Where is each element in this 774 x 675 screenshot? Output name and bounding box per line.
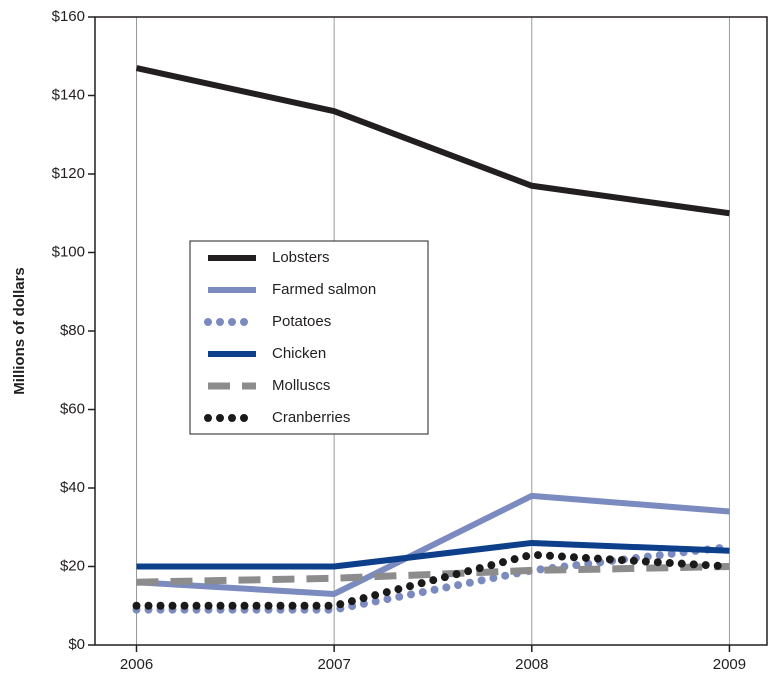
legend-label: Potatoes: [272, 313, 331, 330]
series-line: [136, 563, 730, 586]
y-tick-label: $160: [52, 8, 85, 25]
y-tick-label: $120: [52, 165, 85, 182]
legend-label: Farmed salmon: [272, 281, 376, 298]
y-tick-label: $40: [60, 479, 85, 496]
x-tick-label: 2006: [120, 656, 153, 673]
legend-label: Lobsters: [272, 249, 330, 266]
legend-label: Cranberries: [272, 409, 350, 426]
series-line: [132, 542, 734, 614]
y-tick-label: $80: [60, 322, 85, 339]
legend-label: Molluscs: [272, 377, 330, 394]
y-axis-label: Millions of dollars: [11, 267, 28, 395]
series-line: [132, 550, 734, 610]
x-tick-label: 2007: [317, 656, 350, 673]
y-tick-label: $140: [52, 86, 85, 103]
x-tick-label: 2008: [515, 656, 548, 673]
y-tick-label: $20: [60, 557, 85, 574]
y-tick-label: $0: [68, 636, 85, 653]
y-tick-label: $60: [60, 400, 85, 417]
series-line: [135, 65, 730, 217]
plot-frame: [94, 16, 768, 646]
legend-box: [189, 240, 429, 435]
series-line: [136, 492, 730, 597]
legend-label: Chicken: [272, 345, 326, 362]
series-line: [136, 539, 730, 570]
x-tick-label: 2009: [713, 656, 746, 673]
y-tick-label: $100: [52, 243, 85, 260]
